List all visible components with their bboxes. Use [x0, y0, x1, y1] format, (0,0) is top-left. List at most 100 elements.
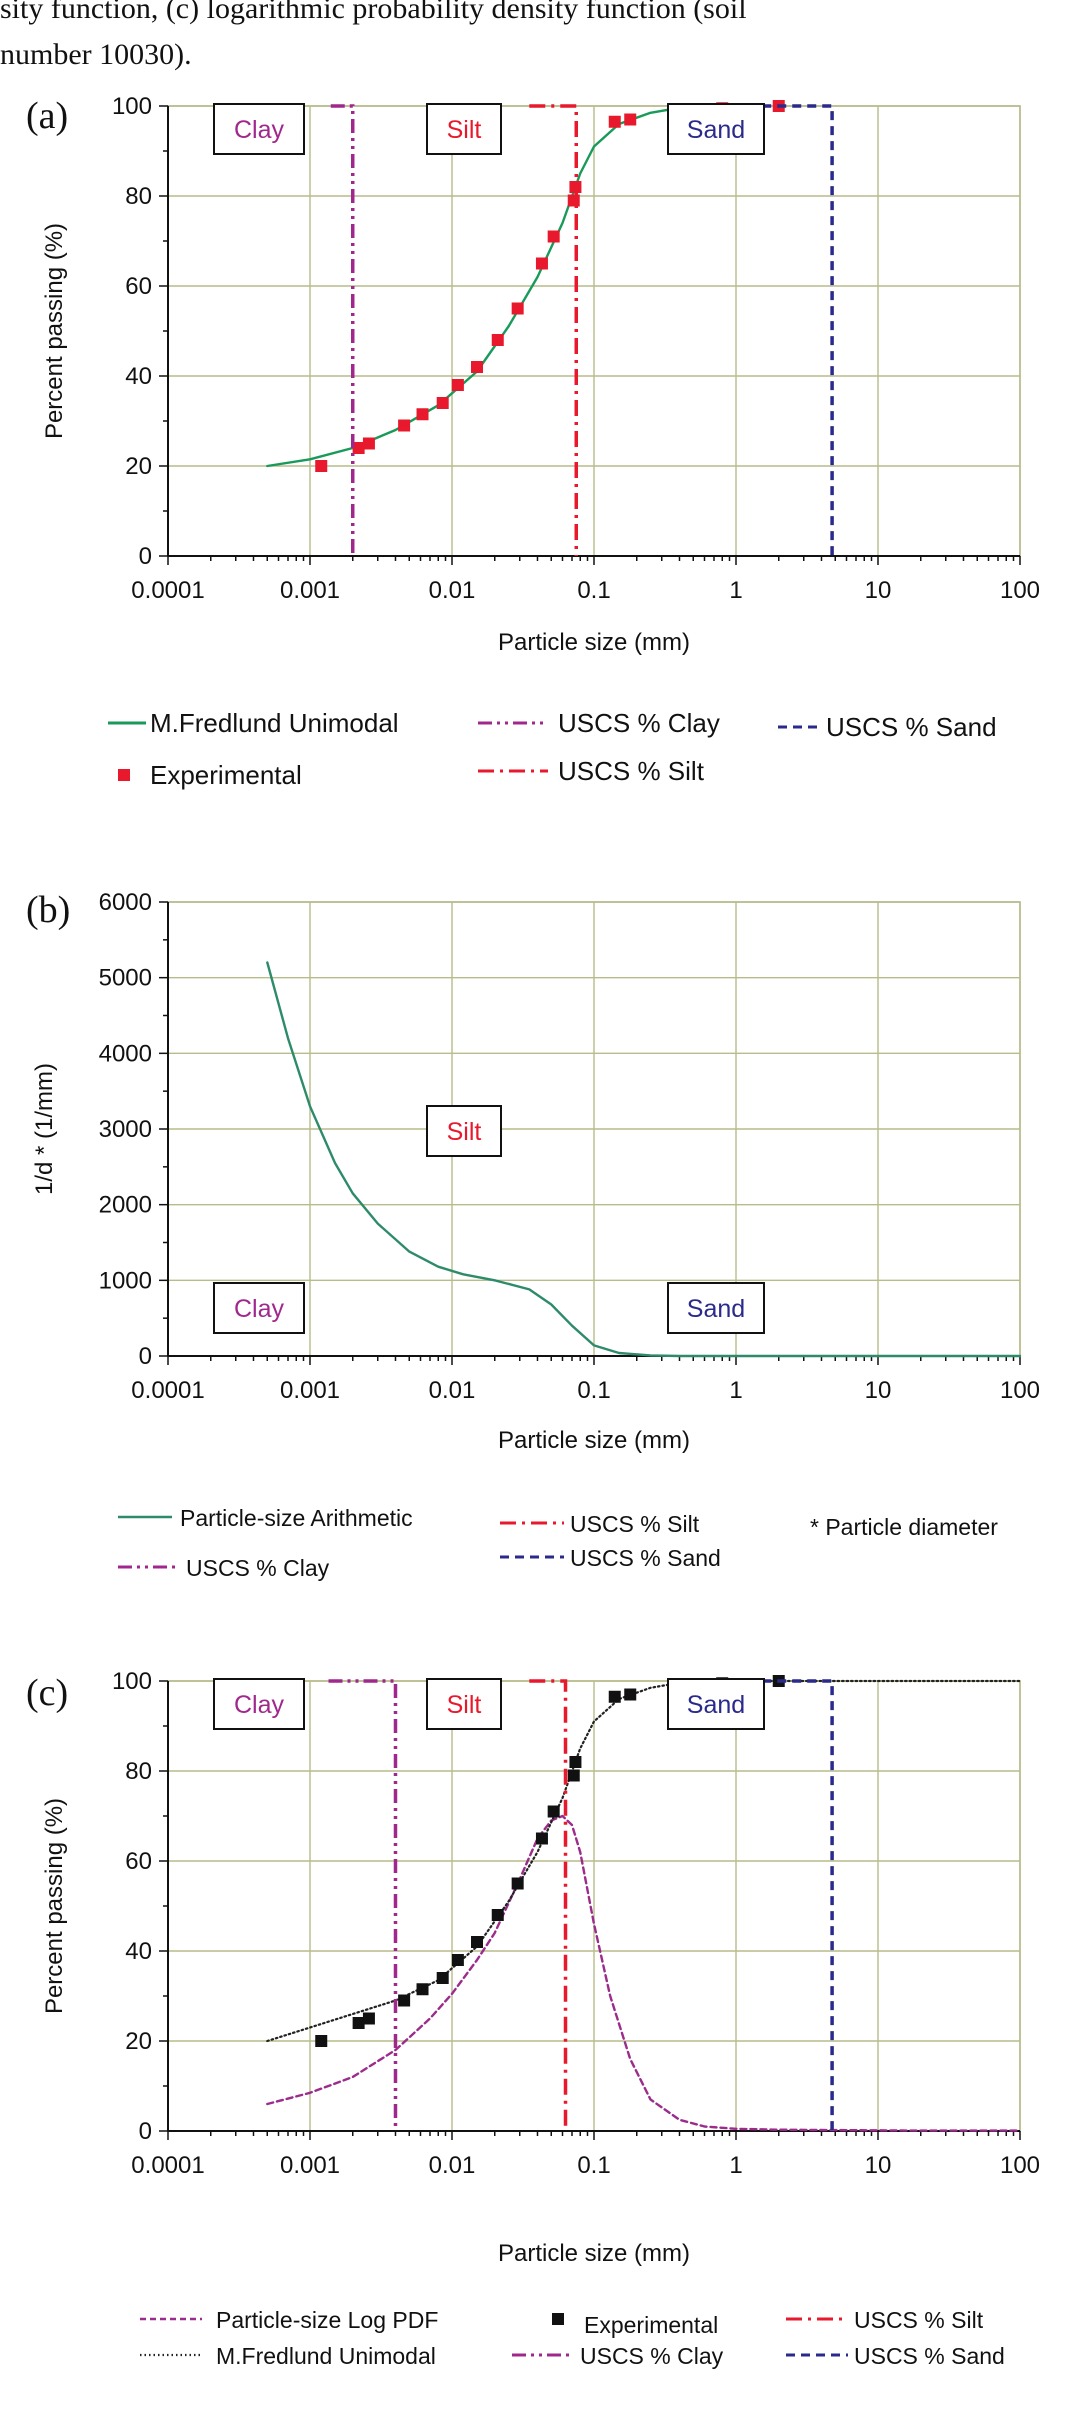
panel-label: (a) — [26, 95, 68, 137]
y-tick-label: 0 — [139, 543, 152, 570]
box-frame — [213, 103, 305, 155]
x-tick-label: 0.01 — [429, 2152, 476, 2179]
data-point — [535, 257, 548, 270]
legend-label-clay: USCS % Clay — [186, 1555, 330, 1581]
x-tick-label: 100 — [1000, 2152, 1040, 2179]
box-frame — [667, 1678, 765, 1730]
x-tick-label: 0.0001 — [131, 2152, 204, 2179]
data-point — [315, 460, 328, 472]
x-tick-label: 0.01 — [429, 577, 476, 604]
data-point — [471, 1936, 484, 1948]
x-tick-label: 100 — [1000, 577, 1040, 604]
x-tick-label: 0.1 — [577, 1377, 610, 1404]
chart-panel-a: 0.0001 0.001 0.01 0.1 1 10 100 0 20 40 60 80 100 Part… — [26, 93, 1040, 656]
data-point — [608, 115, 621, 128]
legend-label-experimental: Experimental — [584, 2312, 718, 2338]
box-sand: Sand — [667, 1678, 765, 1730]
x-axis-label: Particle size (mm) — [498, 1427, 690, 1454]
data-point — [624, 1688, 637, 1701]
footnote-particle-diameter: * Particle diameter — [810, 1514, 998, 1540]
x-ticks — [167, 1356, 1021, 1365]
series-uscs-clay — [328, 1679, 398, 2131]
x-tick-label: 100 — [1000, 1377, 1040, 1404]
y-tick-label: 60 — [125, 1848, 152, 1875]
x-ticks — [167, 2131, 1021, 2140]
data-point — [352, 442, 365, 454]
x-tick-label: 0.1 — [577, 577, 610, 604]
panel-label: (b) — [26, 889, 70, 931]
panel-label: (c) — [26, 1672, 68, 1714]
box-label: Clay — [234, 1295, 285, 1323]
y-tick-label: 0 — [139, 2118, 152, 2145]
data-point — [315, 2035, 328, 2047]
data-point — [491, 334, 504, 346]
box-label: Sand — [687, 1691, 745, 1719]
series-uscs-sand — [747, 1679, 834, 2131]
legend-b: Particle-size Arithmetic USCS % Clay USCS … — [118, 1505, 721, 1581]
figure-caption: sity function, (c) logarithmic probabili… — [0, 0, 1060, 78]
legend-label-sand: USCS % Sand — [854, 2343, 1005, 2369]
x-tick-label: 0.001 — [280, 2152, 340, 2179]
x-tick-label: 0.001 — [280, 577, 340, 604]
legend-label-silt: USCS % Silt — [558, 756, 705, 786]
y-axis-label: Percent passing (%) — [41, 223, 68, 439]
data-point — [547, 230, 560, 243]
x-tick-label: 1 — [729, 577, 742, 604]
data-point — [624, 113, 637, 126]
legend-key-experimental — [552, 2313, 564, 2325]
box-silt: Silt — [426, 1678, 502, 1730]
data-point — [362, 2012, 375, 2025]
y-ticks — [159, 105, 168, 557]
box-label: Sand — [687, 116, 745, 144]
x-ticks — [167, 556, 1021, 565]
y-tick-label: 20 — [125, 453, 152, 480]
x-tick-label: 10 — [865, 2152, 892, 2179]
data-point — [608, 1690, 621, 1703]
x-tick-label: 10 — [865, 577, 892, 604]
y-tick-label: 1000 — [99, 1267, 152, 1294]
data-point — [451, 1954, 464, 1966]
series-uscs-clay — [330, 104, 355, 556]
x-tick-label: 0.001 — [280, 1377, 340, 1404]
data-point — [416, 1983, 429, 1996]
box-silt: Silt — [426, 1105, 502, 1157]
y-tick-label: 100 — [112, 1668, 152, 1695]
box-label: Clay — [234, 1691, 285, 1719]
legend-label-logpdf: Particle-size Log PDF — [216, 2307, 438, 2333]
legend-label-fredlund: M.Fredlund Unimodal — [216, 2343, 436, 2369]
chart-panel-c: 0.0001 0.001 0.01 0.1 1 10 100 0 20 40 60 80 100 Part… — [26, 1668, 1040, 2267]
series-uscs-silt — [529, 104, 579, 556]
x-tick-label: 0.1 — [577, 2152, 610, 2179]
y-tick-label: 2000 — [99, 1192, 152, 1219]
legend-label-clay: USCS % Clay — [558, 708, 720, 738]
data-point — [511, 1877, 524, 1890]
data-point — [569, 1756, 582, 1768]
box-label: Silt — [447, 1691, 482, 1719]
y-axis-label: Percent passing (%) — [41, 1798, 68, 2014]
box-sand: Sand — [667, 103, 765, 155]
y-tick-label: 40 — [125, 1938, 152, 1965]
series-particle-size-log-pdf — [266, 1814, 1022, 2132]
legend-a: M.Fredlund Unimodal Experimental USCS % Cl… — [108, 708, 997, 790]
y-tick-label: 3000 — [99, 1116, 152, 1143]
data-point — [451, 379, 464, 391]
x-tick-label: 1 — [729, 1377, 742, 1404]
box-frame — [426, 1105, 502, 1157]
x-axis-label: Particle size (mm) — [498, 629, 690, 656]
data-point — [535, 1832, 548, 1845]
y-tick-label: 40 — [125, 363, 152, 390]
grid — [167, 1680, 1021, 2132]
data-point — [436, 397, 449, 409]
data-point — [398, 1994, 411, 2007]
legend-label-silt: USCS % Silt — [854, 2307, 984, 2333]
y-tick-label: 0 — [139, 1343, 152, 1370]
box-frame — [667, 1282, 765, 1334]
data-point — [352, 2017, 365, 2029]
x-tick-label: 1 — [729, 2152, 742, 2179]
caption-line-2: number 10030). — [0, 38, 192, 71]
data-point — [547, 1805, 560, 1818]
data-point — [436, 1972, 449, 1984]
data-point — [511, 302, 524, 315]
box-sand: Sand — [667, 1282, 765, 1334]
